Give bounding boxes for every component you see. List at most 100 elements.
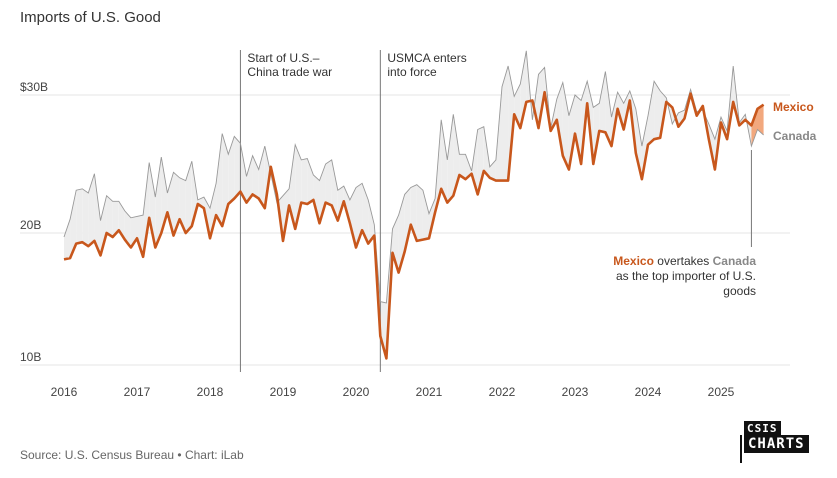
event-label: China trade war: [247, 65, 332, 79]
y-axis-ticks: 10B 20B $30B: [20, 80, 48, 364]
gap-segment: [149, 162, 156, 248]
canada-line: [63, 50, 764, 304]
gap-segment: [313, 175, 320, 224]
logo-line2: CHARTS: [744, 435, 809, 453]
x-tick-label: 2022: [489, 385, 516, 399]
x-tick-label: 2025: [708, 385, 735, 399]
gap-segment: [362, 183, 369, 244]
event-markers: Start of U.S.–China trade war USMCA enter…: [239, 50, 467, 372]
event-label: into force: [387, 65, 437, 79]
y-tick-label: 20B: [20, 218, 41, 232]
logo-line1: CSIS: [744, 421, 781, 436]
annotation-line1: Mexico overtakes Canada: [613, 254, 756, 268]
gap-segment: [137, 215, 144, 257]
gap-segment: [441, 119, 448, 203]
gap-segment: [155, 157, 162, 248]
gap-segment: [191, 161, 198, 227]
gap-segment: [635, 108, 642, 180]
gap-segment: [599, 71, 606, 133]
annotation-line2: as the top importer of U.S.: [616, 269, 756, 283]
gap-segment: [447, 114, 454, 203]
gap-segment: [325, 159, 332, 206]
gap-segment: [368, 199, 375, 244]
gap-segment: [465, 154, 472, 180]
gap-segment: [422, 190, 429, 240]
gap-segment: [216, 133, 223, 227]
x-tick-label: 2021: [416, 385, 443, 399]
x-tick-label: 2017: [124, 385, 151, 399]
gap-segment: [100, 195, 107, 256]
legend: Mexico Canada: [773, 100, 817, 143]
y-tick-label: 10B: [20, 350, 41, 364]
event-label: USMCA enters: [387, 51, 466, 65]
gap-segment: [568, 95, 575, 170]
gap-segment: [82, 188, 89, 247]
csis-charts-logo: CSIS CHARTS: [740, 421, 820, 463]
gap-segment: [210, 183, 217, 239]
gap-segment: [319, 164, 326, 224]
gap-segment: [562, 82, 569, 170]
chart-title: Imports of U.S. Good: [20, 9, 161, 26]
annotation-mexico: Mexico: [613, 254, 654, 268]
gap-segment: [751, 108, 758, 147]
gap-segment: [648, 81, 655, 145]
gap-segment: [64, 219, 71, 260]
gap-segment: [112, 201, 119, 237]
gap-segment: [757, 104, 764, 136]
gap-segment: [240, 143, 247, 203]
gap-segment: [197, 197, 204, 209]
gap-segment: [520, 50, 527, 129]
x-tick-label: 2024: [635, 385, 662, 399]
x-tick-label: 2018: [197, 385, 224, 399]
mexico-line: [63, 90, 765, 360]
event-label: Start of U.S.–: [247, 51, 319, 65]
gap-segment: [88, 173, 95, 247]
gap-segment: [307, 158, 314, 205]
gap-segment: [185, 161, 192, 233]
gap-segment: [301, 158, 308, 205]
gap-segment: [246, 155, 253, 203]
x-tick-label: 2019: [270, 385, 297, 399]
gap-segment: [258, 146, 265, 209]
gap-segment: [70, 190, 77, 259]
annotation-canada: Canada: [713, 254, 757, 268]
x-tick-label: 2023: [562, 385, 589, 399]
x-tick-label: 2020: [343, 385, 370, 399]
gap-segment: [76, 188, 83, 244]
series-lines: [63, 50, 765, 360]
gap-segment: [234, 136, 241, 199]
gap-segment: [477, 126, 484, 195]
annotation-mid: overtakes: [654, 254, 713, 268]
logo-bar: [740, 435, 742, 463]
gap-segment: [331, 159, 338, 221]
y-tick-label: $30B: [20, 80, 48, 94]
gap-segment: [416, 184, 423, 241]
gap-segment: [179, 177, 186, 233]
gap-segment: [143, 162, 150, 257]
gap-segment: [222, 133, 229, 227]
gap-segment: [605, 71, 612, 147]
gap-segment: [94, 173, 101, 256]
x-tick-label: 2016: [51, 385, 78, 399]
gap-fill: [64, 50, 764, 359]
gap-segment: [575, 95, 582, 164]
annotation-line3: goods: [723, 284, 756, 298]
gap-segment: [453, 114, 460, 196]
legend-mexico: Mexico: [773, 100, 814, 114]
gap-segment: [654, 81, 661, 140]
gap-segment: [392, 215, 399, 273]
gap-segment: [118, 201, 125, 240]
x-axis-ticks: 2016 2017 2018 2019 2020 2021 2022 2023 2024 2025: [51, 385, 735, 399]
gap-segment: [228, 136, 235, 205]
gap-segment: [106, 195, 113, 237]
gap-segment: [124, 210, 131, 248]
gap-segment: [556, 82, 563, 156]
gap-segment: [404, 187, 411, 252]
gap-segment: [502, 66, 509, 181]
legend-canada: Canada: [773, 129, 817, 143]
gap-segment: [380, 301, 387, 359]
source-note: Source: U.S. Census Bureau • Chart: iLab: [20, 448, 244, 462]
gap-segment: [349, 187, 356, 248]
